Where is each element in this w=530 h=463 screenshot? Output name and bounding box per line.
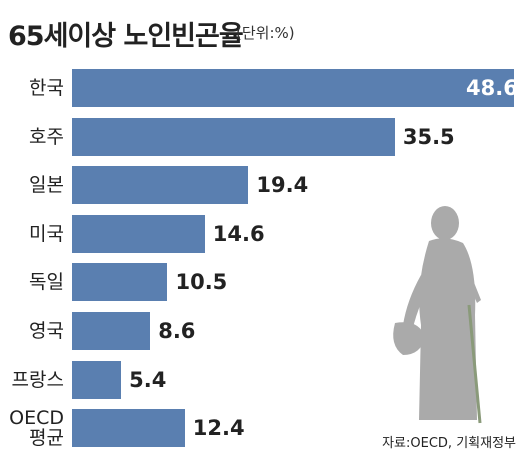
bar [72,214,205,253]
y-tick-label: 호주 [29,125,64,148]
bar [72,409,185,448]
y-tick-label: 영국 [29,320,64,342]
bar [72,166,249,205]
data-label: 48.6 [466,76,518,100]
y-tick-label: 프랑스 [11,368,64,391]
bar [72,360,122,399]
y-tick-label: OECD 평균 [9,407,64,450]
data-label: 10.5 [175,270,228,295]
chart-title: 65세이상 노인빈곤율 [8,21,244,52]
data-label: 14.6 [212,221,265,246]
data-label: 19.4 [256,173,309,198]
bar [72,312,151,350]
y-tick-label: 일본 [29,174,64,197]
data-label: 12.4 [192,416,245,441]
data-label: 35.5 [402,124,455,149]
y-tick-label: 미국 [29,222,64,245]
y-tick-label: 한국 [29,77,64,99]
bar [72,69,514,107]
bar [72,263,168,302]
elderly-silhouette [393,206,482,424]
source-note: 자료:OECD, 기획재정부 [382,436,516,451]
data-label: 5.4 [129,367,167,392]
data-label: 8.6 [158,319,196,343]
chart-subtitle: (단위:%) [236,24,295,42]
bar [72,117,395,156]
y-tick-label: 독일 [29,271,64,294]
